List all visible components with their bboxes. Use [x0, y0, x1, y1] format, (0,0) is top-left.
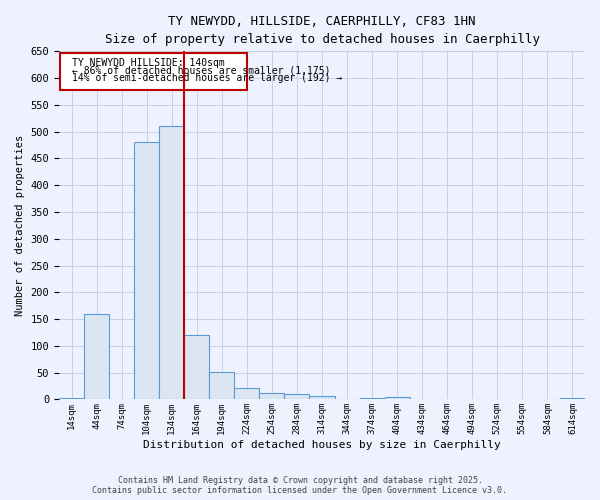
Bar	[284, 394, 310, 400]
Text: TY NEWYDD HILLSIDE: 140sqm: TY NEWYDD HILLSIDE: 140sqm	[71, 58, 224, 68]
Text: ← 86% of detached houses are smaller (1,175): ← 86% of detached houses are smaller (1,…	[71, 66, 330, 76]
Bar	[184, 335, 209, 400]
Bar	[209, 372, 235, 400]
Y-axis label: Number of detached properties: Number of detached properties	[15, 134, 25, 316]
Bar	[235, 388, 259, 400]
Title: TY NEWYDD, HILLSIDE, CAERPHILLY, CF83 1HN
Size of property relative to detached : TY NEWYDD, HILLSIDE, CAERPHILLY, CF83 1H…	[104, 15, 539, 46]
X-axis label: Distribution of detached houses by size in Caerphilly: Distribution of detached houses by size …	[143, 440, 501, 450]
Text: Contains HM Land Registry data © Crown copyright and database right 2025.
Contai: Contains HM Land Registry data © Crown c…	[92, 476, 508, 495]
Bar	[560, 398, 585, 400]
Bar	[59, 398, 84, 400]
FancyBboxPatch shape	[59, 54, 247, 90]
Bar	[310, 396, 335, 400]
Bar	[159, 126, 184, 400]
Text: 14% of semi-detached houses are larger (192) →: 14% of semi-detached houses are larger (…	[71, 73, 342, 83]
Bar	[385, 396, 410, 400]
Bar	[84, 314, 109, 400]
Bar	[134, 142, 159, 400]
Bar	[359, 398, 385, 400]
Bar	[259, 393, 284, 400]
Bar	[109, 399, 134, 400]
